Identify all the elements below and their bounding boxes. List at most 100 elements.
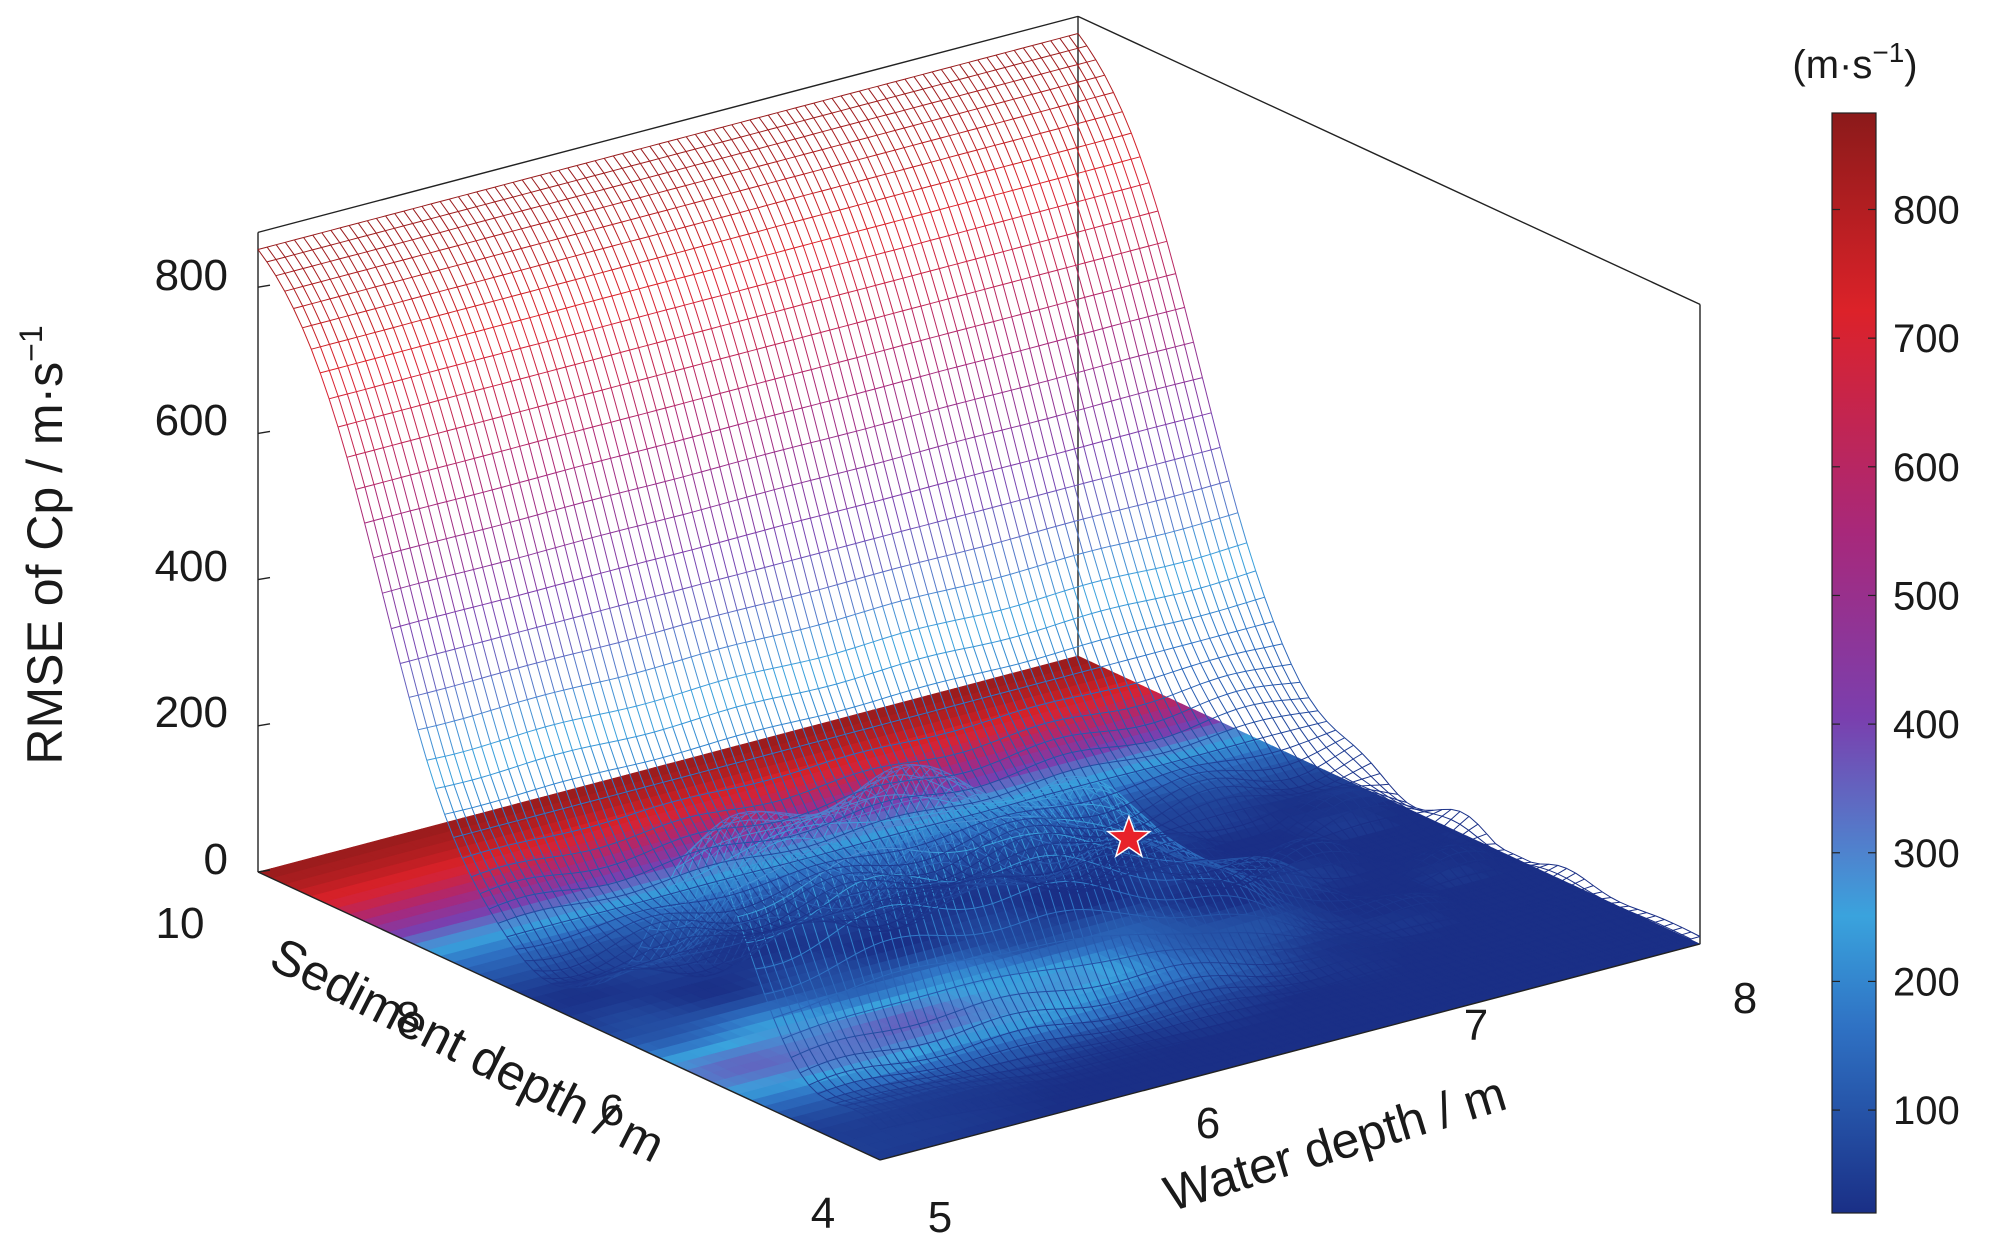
mesh-line <box>536 697 545 727</box>
mesh-line <box>358 238 367 252</box>
mesh-line <box>375 387 384 415</box>
mesh-line <box>303 286 312 303</box>
mesh-line <box>476 261 485 280</box>
mesh-line <box>527 732 536 760</box>
mesh-line <box>438 433 447 465</box>
mesh-line <box>401 588 410 623</box>
mesh-line <box>320 347 329 371</box>
mesh-line <box>312 266 321 282</box>
mesh-line <box>527 700 536 730</box>
mesh-line <box>664 594 673 628</box>
mesh-line <box>583 465 592 500</box>
mesh-line <box>285 257 294 271</box>
mesh-line <box>466 363 475 391</box>
mesh-line <box>410 475 419 509</box>
mesh-line <box>518 702 527 732</box>
mesh-line <box>258 250 267 262</box>
mesh-line <box>609 680 618 711</box>
mesh-line <box>331 230 340 242</box>
mesh-line <box>475 332 484 358</box>
mesh-line <box>555 623 564 656</box>
mesh-line <box>411 349 420 375</box>
mesh-line <box>376 287 385 306</box>
mesh-line <box>574 581 583 616</box>
mesh-line <box>401 550 410 585</box>
mesh-line <box>367 236 376 250</box>
mesh-line <box>502 384 511 414</box>
mesh-line <box>457 337 466 363</box>
mesh-line <box>494 218 503 234</box>
mesh-line <box>556 510 565 545</box>
mesh-line <box>500 708 509 738</box>
mesh-line <box>366 289 375 308</box>
mesh-line <box>584 303 593 329</box>
mesh-line <box>456 396 465 426</box>
mesh-line <box>664 630 673 662</box>
mesh-line <box>465 497 474 532</box>
mesh-line <box>382 593 391 628</box>
mesh-line <box>393 328 402 352</box>
mesh-line <box>546 550 555 585</box>
mesh-line <box>502 325 511 351</box>
mesh-line <box>484 330 493 356</box>
mesh-line <box>340 228 349 240</box>
mesh-line <box>466 334 475 360</box>
mesh-line <box>512 231 521 248</box>
mesh-line <box>365 523 374 558</box>
mesh-line <box>673 727 682 753</box>
mesh-line <box>475 306 484 330</box>
mesh-line <box>330 344 339 368</box>
mesh-line <box>582 718 591 746</box>
mesh-line <box>474 570 483 605</box>
mesh-line <box>530 292 539 316</box>
mesh-line <box>558 239 567 258</box>
mesh-line <box>448 368 457 396</box>
mesh-line <box>584 395 593 427</box>
mesh-line <box>593 360 602 390</box>
mesh-line <box>374 558 383 593</box>
mesh-line <box>356 489 365 523</box>
mesh-line <box>519 632 528 665</box>
mesh-line <box>530 246 539 265</box>
mesh-line <box>427 728 436 759</box>
mesh-line <box>611 422 620 456</box>
mesh-line <box>394 262 403 279</box>
mesh-line <box>555 586 564 621</box>
mesh-line <box>429 372 438 400</box>
mesh-line <box>520 412 529 444</box>
mesh-line <box>428 506 437 541</box>
mesh-line <box>491 640 500 674</box>
mesh-line <box>473 607 482 642</box>
mesh-line <box>628 528 637 564</box>
mesh-line <box>600 744 609 770</box>
mesh-line <box>384 330 393 354</box>
mesh-line <box>573 688 582 718</box>
mesh-line <box>347 394 356 422</box>
mesh-line <box>619 643 628 676</box>
mesh-line <box>394 228 403 242</box>
mesh-line <box>392 553 401 588</box>
mesh-line <box>455 574 464 609</box>
mesh-line <box>348 340 357 364</box>
mesh-line <box>513 197 522 211</box>
mesh-line <box>574 468 583 503</box>
mesh-line <box>646 670 655 701</box>
mesh-line <box>611 388 620 420</box>
mesh-line <box>522 211 531 227</box>
mesh-line <box>536 730 545 758</box>
mesh-line <box>673 628 682 660</box>
mesh-line <box>582 652 591 684</box>
mesh-line <box>645 734 654 759</box>
mesh-line <box>411 377 420 405</box>
mesh-line <box>582 616 591 650</box>
mesh-line <box>402 325 411 349</box>
mesh-line <box>628 675 637 706</box>
mesh-line <box>557 369 566 399</box>
mesh-line <box>439 342 448 368</box>
mesh-line <box>393 413 402 443</box>
mesh-line <box>664 699 673 727</box>
mesh-line <box>500 673 509 705</box>
mesh-line <box>464 683 473 716</box>
mesh-line <box>448 339 457 365</box>
mesh-line <box>546 588 555 623</box>
